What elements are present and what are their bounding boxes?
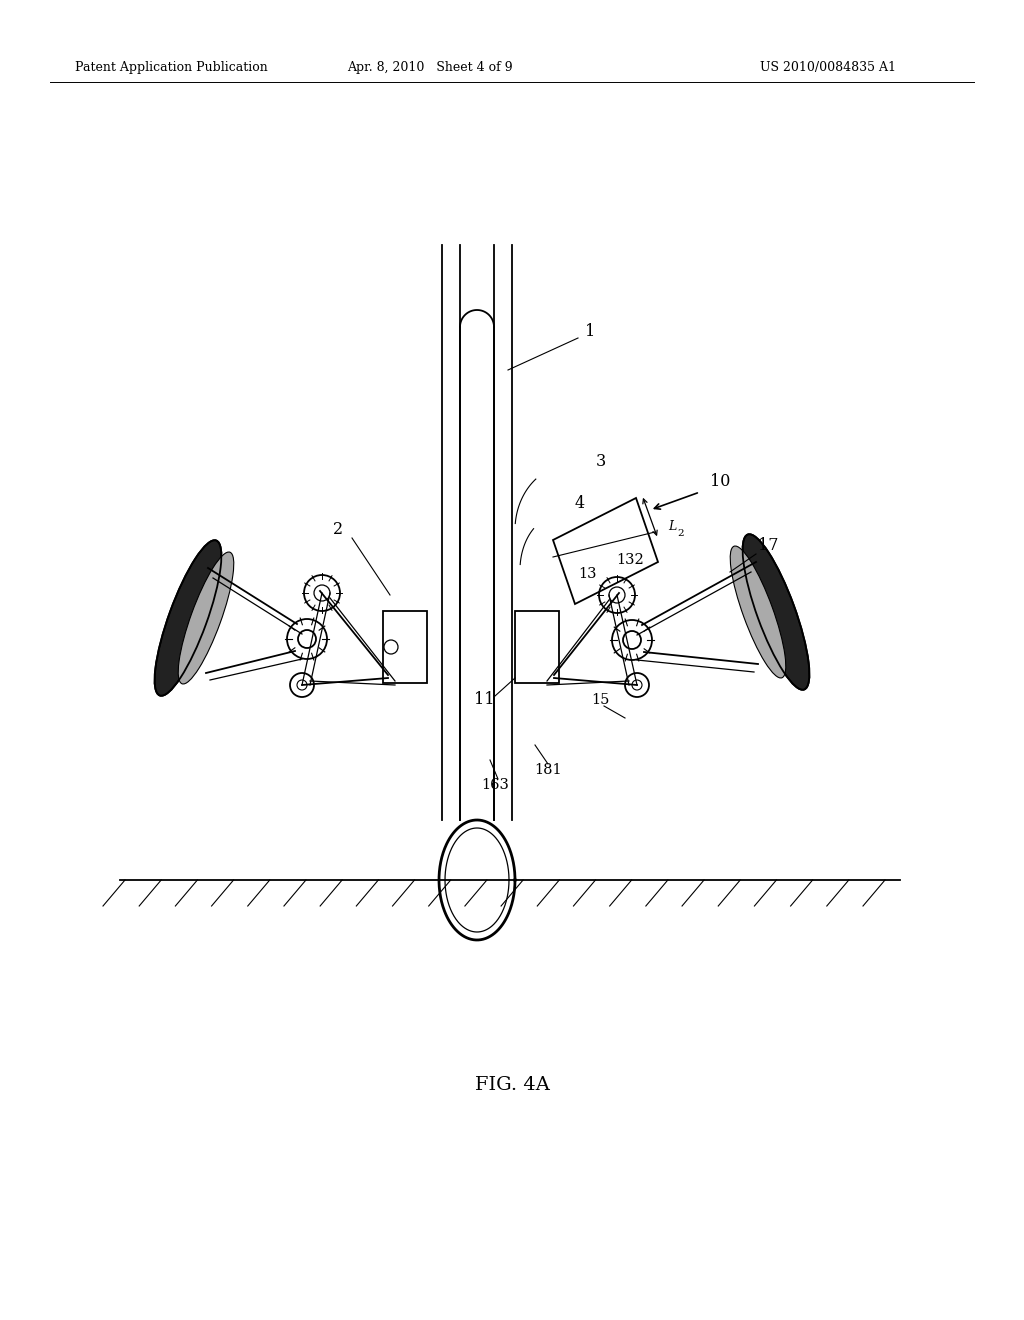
Ellipse shape bbox=[730, 546, 785, 678]
Ellipse shape bbox=[155, 540, 221, 696]
Text: 163: 163 bbox=[481, 777, 509, 792]
Ellipse shape bbox=[178, 552, 233, 684]
Text: US 2010/0084835 A1: US 2010/0084835 A1 bbox=[760, 62, 896, 74]
Text: 181: 181 bbox=[535, 763, 562, 777]
Text: 11: 11 bbox=[474, 692, 495, 709]
Text: 132: 132 bbox=[616, 553, 644, 568]
Text: Patent Application Publication: Patent Application Publication bbox=[75, 62, 267, 74]
Text: 15: 15 bbox=[591, 693, 609, 708]
Bar bbox=[383, 611, 427, 682]
Text: Apr. 8, 2010   Sheet 4 of 9: Apr. 8, 2010 Sheet 4 of 9 bbox=[347, 62, 513, 74]
Text: 2: 2 bbox=[333, 521, 343, 539]
Text: 3: 3 bbox=[596, 454, 606, 470]
Text: 17: 17 bbox=[758, 537, 778, 554]
Text: L: L bbox=[668, 520, 676, 533]
Text: 13: 13 bbox=[579, 568, 597, 581]
Text: 1: 1 bbox=[585, 323, 595, 341]
Bar bbox=[515, 611, 559, 682]
Text: 10: 10 bbox=[710, 474, 730, 491]
Ellipse shape bbox=[742, 535, 809, 690]
Text: 2: 2 bbox=[678, 529, 684, 539]
Text: FIG. 4A: FIG. 4A bbox=[474, 1076, 550, 1094]
Text: 4: 4 bbox=[574, 495, 585, 511]
